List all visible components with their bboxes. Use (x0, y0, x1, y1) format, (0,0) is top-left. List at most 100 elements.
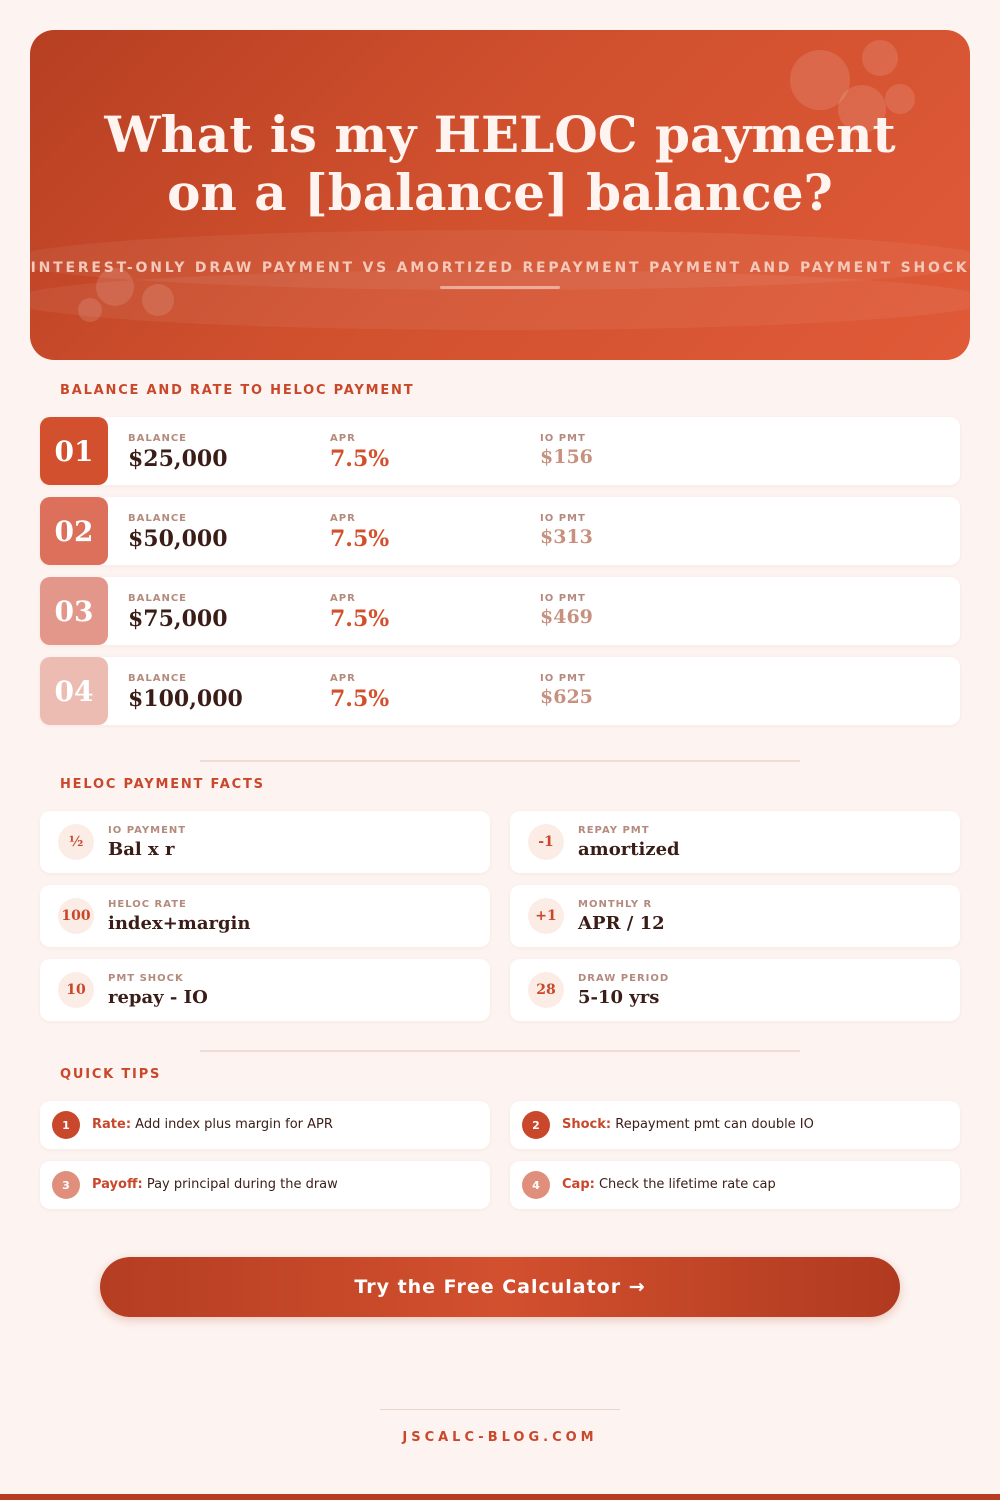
fact-value: Bal x r (108, 839, 175, 860)
apr-value: 7.5% (330, 686, 390, 712)
tip-number: 1 (52, 1111, 80, 1139)
payment-column: IO PMT $313 (540, 513, 593, 548)
decorative-bubble (790, 50, 850, 110)
tip-card: 1 Rate: Add index plus margin for APR (40, 1101, 490, 1149)
fact-value: APR / 12 (578, 913, 665, 934)
tip-key: Cap: (562, 1177, 595, 1192)
balance-value: $25,000 (128, 446, 228, 472)
decorative-bubble (862, 40, 898, 76)
tip-key: Payoff: (92, 1177, 143, 1192)
decorative-wave (30, 230, 970, 290)
tip-text: Pay principal during the draw (146, 1177, 338, 1192)
tip-key: Shock: (562, 1117, 612, 1132)
apr-column: APR 7.5% (330, 433, 389, 472)
fact-badge: 28 (528, 972, 564, 1008)
page-subtitle: INTEREST-ONLY DRAW PAYMENT VS AMORTIZED … (30, 260, 970, 276)
tip-text: Add index plus margin for APR (135, 1117, 333, 1132)
section-title-payments: BALANCE AND RATE TO HELOC PAYMENT (60, 383, 415, 398)
balance-column: BALANCE $100,000 (128, 673, 243, 712)
fact-card: +1 MONTHLY R APR / 12 (510, 885, 960, 947)
payment-column: IO PMT $469 (540, 593, 593, 628)
decorative-bubble (78, 298, 102, 322)
balance-label: BALANCE (128, 433, 188, 444)
balance-column: BALANCE $25,000 (128, 433, 228, 472)
section-title-facts: HELOC PAYMENT FACTS (60, 777, 265, 792)
apr-value: 7.5% (330, 526, 390, 552)
apr-value: 7.5% (330, 606, 390, 632)
fact-label: REPAY PMT (578, 825, 650, 836)
footer-site-link[interactable]: JSCALC-BLOG.COM (402, 1430, 598, 1445)
calculator-cta-button[interactable]: Try the Free Calculator → (100, 1257, 900, 1317)
apr-column: APR 7.5% (330, 513, 389, 552)
fact-card: ½ IO PAYMENT Bal x r (40, 811, 490, 873)
footer-divider (380, 1409, 620, 1410)
fact-value: index+margin (108, 913, 251, 934)
tip-text-wrap: Payoff: Pay principal during the draw (92, 1177, 338, 1192)
row-number-badge: 01 (40, 417, 108, 485)
fact-label: IO PAYMENT (108, 825, 187, 836)
tip-card: 3 Payoff: Pay principal during the draw (40, 1161, 490, 1209)
hero-banner: What is my HELOC payment on a [balance] … (30, 30, 970, 360)
apr-label: APR (330, 433, 356, 444)
tip-card: 2 Shock: Repayment pmt can double IO (510, 1101, 960, 1149)
decorative-bubble (142, 284, 174, 316)
row-number-badge: 02 (40, 497, 108, 565)
fact-label: DRAW PERIOD (578, 973, 670, 984)
payment-column: IO PMT $625 (540, 673, 593, 708)
decorative-bubble (96, 268, 134, 306)
apr-value: 7.5% (330, 446, 390, 472)
balance-column: BALANCE $50,000 (128, 513, 228, 552)
payment-column: IO PMT $156 (540, 433, 593, 468)
decorative-bubble (838, 85, 886, 133)
fact-card: -1 REPAY PMT amortized (510, 811, 960, 873)
payment-row: 02 BALANCE $50,000 APR 7.5% IO PMT $313 (40, 497, 960, 565)
tip-card: 4 Cap: Check the lifetime rate cap (510, 1161, 960, 1209)
fact-badge: ½ (58, 824, 94, 860)
row-number-badge: 04 (40, 657, 108, 725)
fact-label: HELOC RATE (108, 899, 187, 910)
decorative-wave (30, 270, 970, 330)
balance-label: BALANCE (128, 513, 188, 524)
payment-row: 03 BALANCE $75,000 APR 7.5% IO PMT $469 (40, 577, 960, 645)
payment-row: 01 BALANCE $25,000 APR 7.5% IO PMT $156 (40, 417, 960, 485)
fact-label: PMT SHOCK (108, 973, 184, 984)
fact-card: 100 HELOC RATE index+margin (40, 885, 490, 947)
payment-value: $625 (540, 686, 593, 708)
row-number-badge: 03 (40, 577, 108, 645)
page-title-line-1: What is my HELOC payment (104, 105, 896, 164)
tip-number: 4 (522, 1171, 550, 1199)
tip-text-wrap: Cap: Check the lifetime rate cap (562, 1177, 776, 1192)
apr-label: APR (330, 673, 356, 684)
fact-card: 28 DRAW PERIOD 5-10 yrs (510, 959, 960, 1021)
tip-text: Repayment pmt can double IO (615, 1117, 814, 1132)
payment-label: IO PMT (540, 673, 586, 684)
apr-label: APR (330, 593, 356, 604)
payment-row: 04 BALANCE $100,000 APR 7.5% IO PMT $625 (40, 657, 960, 725)
balance-label: BALANCE (128, 673, 188, 684)
fact-card: 10 PMT SHOCK repay - IO (40, 959, 490, 1021)
payment-label: IO PMT (540, 513, 586, 524)
fact-badge: 100 (58, 898, 94, 934)
payment-label: IO PMT (540, 433, 586, 444)
balance-column: BALANCE $75,000 (128, 593, 228, 632)
tip-number: 3 (52, 1171, 80, 1199)
tip-text: Check the lifetime rate cap (598, 1177, 776, 1192)
decorative-bubble (885, 84, 915, 114)
apr-column: APR 7.5% (330, 673, 389, 712)
fact-badge: +1 (528, 898, 564, 934)
balance-value: $50,000 (128, 526, 228, 552)
fact-badge: -1 (528, 824, 564, 860)
balance-label: BALANCE (128, 593, 188, 604)
fact-value: repay - IO (108, 987, 208, 1008)
fact-badge: 10 (58, 972, 94, 1008)
apr-label: APR (330, 513, 356, 524)
section-title-tips: QUICK TIPS (60, 1067, 162, 1082)
fact-value: 5-10 yrs (578, 987, 660, 1008)
section-divider (200, 760, 800, 762)
payment-value: $313 (540, 526, 593, 548)
page-title: What is my HELOC payment on a [balance] … (30, 106, 970, 222)
page-title-line-2: on a [balance] balance? (167, 163, 833, 222)
tip-text-wrap: Rate: Add index plus margin for APR (92, 1117, 333, 1132)
tip-text-wrap: Shock: Repayment pmt can double IO (562, 1117, 814, 1132)
payment-label: IO PMT (540, 593, 586, 604)
